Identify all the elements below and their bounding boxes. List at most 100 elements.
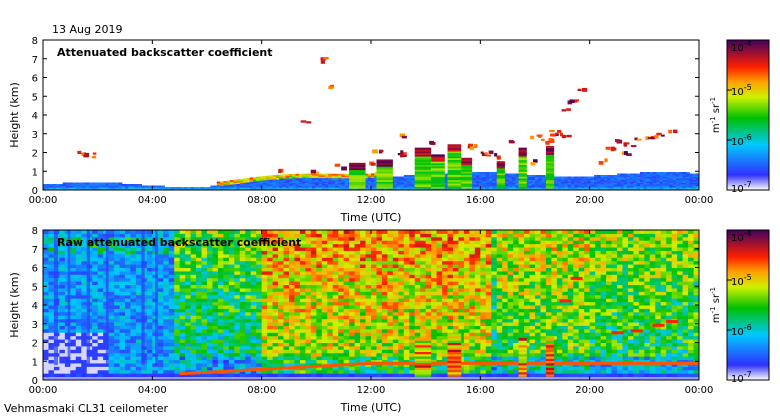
raw-cell — [48, 328, 55, 333]
raw-cell — [283, 264, 290, 268]
raw-cell — [278, 349, 285, 354]
heat-cell — [318, 187, 323, 189]
panel-1-ticks: 00:00 04:00 08:00 12:00 16:00 20:00 00:0001234… — [29, 36, 714, 206]
heat-cell — [338, 175, 343, 177]
heat-cell — [407, 185, 411, 188]
raw-cell — [125, 349, 131, 354]
heat-cell — [669, 187, 674, 189]
raw-cell — [392, 284, 399, 289]
raw-cell — [283, 230, 290, 234]
raw-cell — [228, 270, 235, 275]
heat-cell — [302, 178, 306, 180]
heat-cell — [331, 175, 336, 177]
raw-cell — [360, 345, 367, 350]
raw-cell — [146, 369, 153, 374]
raw-cell — [267, 236, 274, 241]
raw-cell — [354, 356, 361, 361]
heat-cell — [334, 184, 339, 186]
heat-cell — [223, 187, 228, 189]
raw-cell — [92, 311, 99, 316]
heat-cell — [623, 181, 628, 183]
raw-cell — [294, 356, 301, 361]
heat-cell — [105, 188, 110, 190]
raw-cell — [305, 230, 312, 234]
raw-cell — [81, 362, 88, 367]
raw-cell — [376, 264, 383, 268]
raw-cell — [70, 270, 77, 275]
heat-cell — [564, 182, 569, 185]
heat-cell — [331, 182, 336, 185]
heat-cell — [308, 187, 313, 189]
raw-cell — [387, 332, 394, 337]
heat-cell — [564, 178, 569, 180]
raw-cell — [43, 332, 49, 337]
raw-cell — [75, 240, 82, 245]
raw-cell — [179, 298, 186, 303]
raw-cell — [108, 287, 115, 292]
heat-cell — [617, 185, 621, 188]
heat-cell — [243, 182, 247, 185]
raw-cell — [278, 318, 285, 323]
heat-cell — [508, 173, 513, 176]
raw-cell — [332, 267, 339, 272]
cloud-cell — [518, 151, 527, 154]
raw-cell — [305, 264, 312, 268]
raw-cell — [190, 253, 197, 258]
raw-cell — [239, 373, 246, 378]
heat-cell — [554, 188, 559, 190]
heat-cell — [236, 179, 241, 182]
raw-cell — [376, 322, 383, 326]
heat-cell — [535, 182, 539, 185]
heat-cell — [666, 188, 671, 190]
cloud-cell — [461, 157, 473, 160]
raw-cell — [59, 349, 66, 354]
raw-cell — [130, 339, 137, 343]
raw-cell — [97, 311, 104, 316]
raw-cell — [174, 332, 181, 337]
raw-cell — [239, 281, 246, 286]
raw-cell — [168, 359, 175, 364]
raw-cell — [250, 291, 257, 296]
heat-cell — [626, 185, 631, 188]
heat-cell — [584, 188, 589, 190]
heat-cell — [282, 184, 287, 186]
raw-cell — [157, 373, 164, 378]
raw-cell — [289, 230, 295, 234]
raw-cell — [310, 342, 317, 347]
raw-cell — [157, 243, 164, 248]
raw-cell — [294, 291, 301, 296]
raw-cell — [305, 260, 312, 265]
heat-cell — [410, 179, 415, 182]
raw-cell — [125, 339, 131, 343]
cloud-cell — [545, 179, 555, 182]
raw-cell — [349, 373, 356, 378]
raw-cell — [305, 236, 312, 241]
raw-cell — [398, 322, 405, 326]
raw-cell — [283, 325, 290, 330]
raw-cell — [125, 311, 131, 316]
raw-cell — [267, 325, 274, 330]
heat-cell — [475, 176, 480, 179]
raw-cell — [316, 345, 323, 350]
heat-cell — [82, 182, 87, 185]
raw-cell — [381, 311, 388, 316]
raw-cell — [250, 318, 257, 323]
raw-cell — [125, 359, 131, 364]
raw-cell — [310, 284, 317, 289]
raw-cell — [64, 369, 71, 374]
raw-cell — [75, 362, 82, 367]
heat-cell — [246, 184, 251, 186]
raw-cell — [43, 352, 49, 357]
raw-cell — [119, 369, 126, 374]
heat-cell — [672, 172, 677, 174]
raw-cell — [365, 243, 372, 248]
raw-cell — [119, 335, 126, 340]
heat-cell — [279, 188, 284, 190]
raw-cell — [70, 281, 77, 286]
heat-cell — [111, 185, 116, 188]
heat-cell — [341, 175, 346, 177]
raw-cell — [261, 260, 268, 265]
raw-cell — [299, 236, 306, 241]
raw-cell — [114, 356, 121, 361]
raw-cell — [365, 339, 372, 343]
